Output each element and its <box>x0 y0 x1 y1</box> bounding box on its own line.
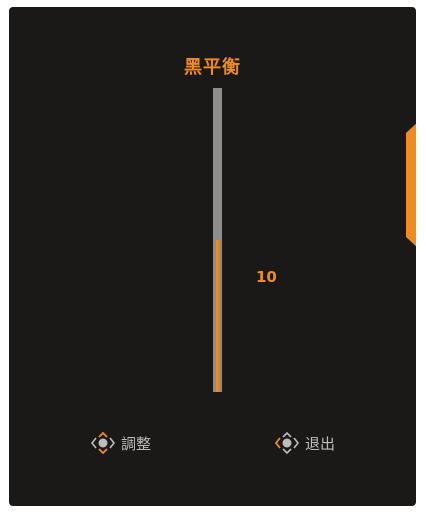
joystick-updown-icon <box>90 431 116 455</box>
adjust-hint: 調整 <box>89 431 151 455</box>
adjust-label: 調整 <box>121 434 152 453</box>
exit-label: 退出 <box>305 434 336 453</box>
black-equalizer-slider[interactable] <box>213 88 222 392</box>
setting-title: 黑平衡 <box>184 57 241 78</box>
exit-hint: 退出 <box>273 431 335 455</box>
slider-value: 10 <box>256 268 277 286</box>
joystick-left-icon <box>274 431 300 455</box>
osd-panel: 黑平衡 10 調整 退出 <box>9 7 416 506</box>
side-indicator-tab <box>406 120 416 250</box>
slider-fill <box>213 240 222 392</box>
